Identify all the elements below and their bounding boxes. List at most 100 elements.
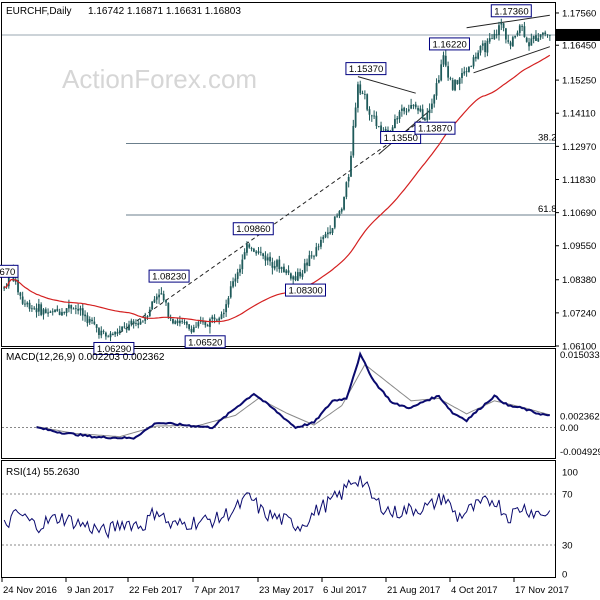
candle-body [479,45,482,53]
candle-body [410,105,413,109]
macd-line [36,351,550,440]
candle-body [414,104,417,108]
candle-body [502,23,505,29]
candle-body [24,303,26,305]
candle-body [354,107,357,127]
rsi-indicator: 100 70 30 0 [2,468,578,581]
candle-body [544,32,547,35]
y-tick-label: 1.07240 [562,308,596,319]
candle-body [262,253,265,257]
candle-body [162,293,165,301]
candle-body [58,311,61,315]
candle-body [548,34,551,36]
price-label-box [414,121,456,135]
candle-body [63,311,66,313]
candle-body [72,308,75,310]
candle-body [104,332,107,337]
candle-body [303,263,306,273]
price-annotations: 1.08670 1.08230 1.06290 1.06520 1.09860 1.083… [0,4,532,355]
current-price-box [556,28,600,41]
y-tick-label: 1.16450 [562,41,596,52]
price-label-text: 1.13550 [384,133,418,144]
candles [3,18,551,342]
rsi-line [3,475,551,540]
rsi-panel-frame [1,460,556,578]
y-tick-label: 1.11830 [562,175,596,186]
candle-body [218,318,221,321]
candle-body [229,286,232,298]
candle-body [322,236,325,240]
macd-signal-line [36,363,550,438]
price-label-text: 1.15370 [349,64,383,75]
price-label: 1.06290 [93,341,135,355]
candle-body [324,234,327,238]
candle-body [488,38,491,42]
candle-body [405,111,408,113]
candle-body [535,35,537,41]
candle-body [463,71,466,74]
price-label-text: 1.13870 [418,124,452,135]
candle-body [350,155,352,177]
dashed-trendline [119,117,426,334]
price-label: 1.08230 [148,269,190,283]
price-label-text: 1.09860 [236,224,270,235]
candle-body [287,270,290,273]
candle-body [232,281,234,287]
candle-body [209,319,211,327]
candle-body [146,315,149,318]
candle-body [537,38,540,42]
candle-body [132,321,135,324]
candle-body [347,177,350,182]
candle-body [299,271,302,277]
candle-body [440,64,443,81]
candle-body [435,83,438,96]
candle-body [81,308,84,316]
candle-body [280,267,283,269]
watermark: ActionForex.com [62,64,257,94]
candle-body [42,309,45,315]
x-tick-label: 4 Oct 2017 [451,585,497,596]
candle-body [511,37,514,47]
candle-body [278,259,281,270]
candle-body [202,321,204,323]
candle-body [313,256,315,258]
macd-title: MACD(12,26,9) 0.002203 0.002362 [6,352,165,363]
candle-body [329,231,332,234]
candle-body [428,109,431,114]
candle-body [516,32,519,36]
candle-body [139,321,142,325]
price-label: 1.13550 [380,131,422,145]
y-tick-label: 1.09550 [562,241,596,252]
candle-body [67,304,70,309]
price-label-box [380,131,422,145]
candle-body [518,25,521,33]
price-label-text: 1.08230 [152,272,186,283]
rsi-tick-label: 30 [562,541,573,552]
fib-label: 38.2 [538,132,557,143]
candle-body [250,248,253,250]
candle-body [426,113,429,121]
candle-body [495,34,498,36]
candle-body [363,94,366,95]
x-tick-label: 21 Aug 2017 [387,585,440,596]
candle-body [14,279,17,282]
candle-body [509,42,512,46]
candle-body [248,244,251,248]
candle-body [17,280,19,293]
candle-body [294,276,297,281]
candle-body [431,103,433,109]
candle-body [442,55,445,65]
candle-body [79,308,82,311]
candle-body [91,319,93,322]
x-tick-label: 9 Jan 2017 [67,585,114,596]
candle-body [468,66,470,72]
candle-body [437,80,440,83]
candle-body [276,260,278,267]
price-label: 1.09860 [232,222,274,236]
candle-body [255,251,258,254]
candle-body [523,26,526,38]
candle-body [498,25,500,36]
candle-body [308,255,311,267]
